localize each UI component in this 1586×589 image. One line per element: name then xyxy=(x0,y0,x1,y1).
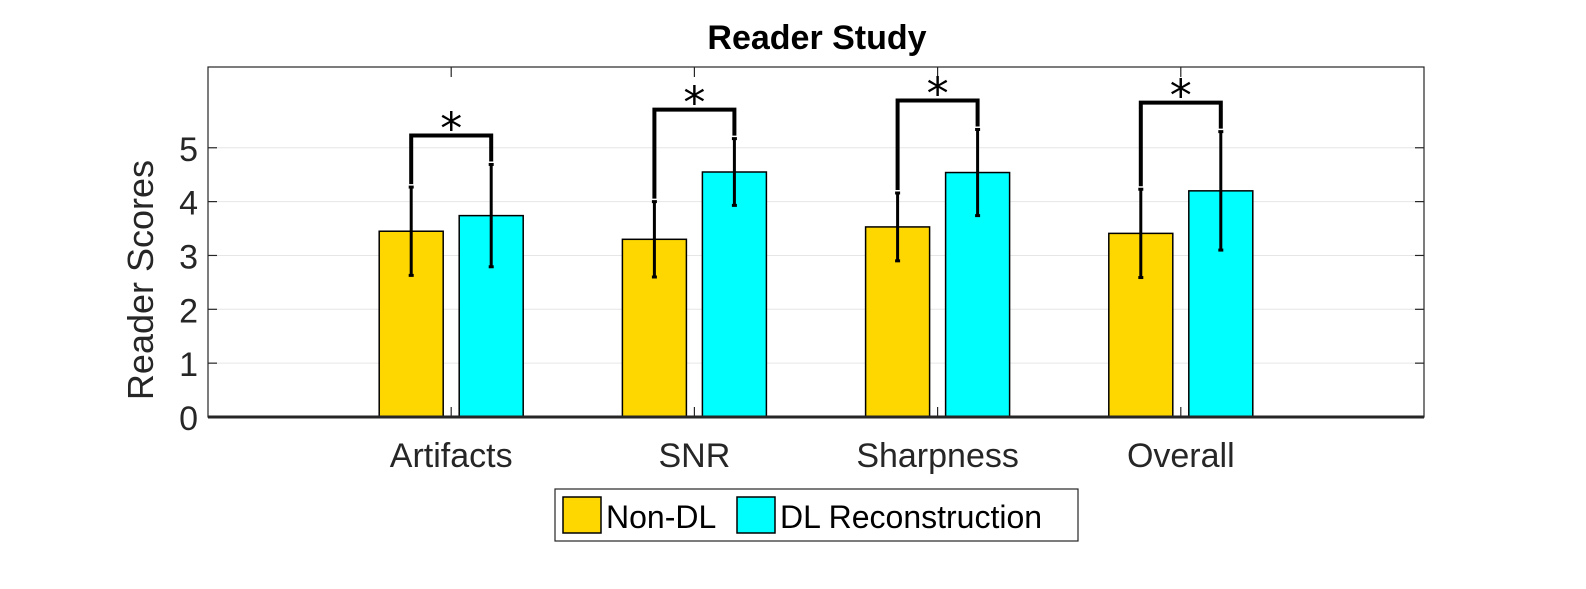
x-tick-label: Artifacts xyxy=(390,437,513,475)
bar xyxy=(701,171,768,418)
y-tick-label: 5 xyxy=(179,131,198,169)
significance-bracket xyxy=(895,98,980,190)
y-tick-label: 2 xyxy=(179,292,198,330)
legend-label: Non-DL xyxy=(606,499,716,535)
legend-swatch xyxy=(562,496,602,534)
significance-star: * xyxy=(1170,71,1192,122)
bars xyxy=(378,127,1254,418)
y-axis-label: Reader Scores xyxy=(120,160,161,400)
y-tick-label: 0 xyxy=(179,400,198,438)
significance-brackets: * * * * xyxy=(409,68,1223,199)
significance-star: * xyxy=(927,68,949,119)
legend-label: DL Reconstruction xyxy=(780,499,1042,535)
bar xyxy=(944,171,1011,418)
axes: 0 1 2 3 4 5 Artifacts SNR Sharpness Overall xyxy=(179,66,1425,475)
y-tick-label: 1 xyxy=(179,346,198,384)
significance-bracket xyxy=(1138,100,1223,187)
x-tick-label: Sharpness xyxy=(856,437,1019,475)
x-tick-label: SNR xyxy=(659,437,731,475)
significance-bracket xyxy=(652,107,737,199)
legend-swatch xyxy=(736,496,776,534)
legend-box xyxy=(554,488,1079,542)
significance-star: * xyxy=(440,103,462,154)
x-tick-label: Overall xyxy=(1127,437,1235,475)
legend: Non-DL DL Reconstruction xyxy=(554,488,1079,542)
significance-bracket xyxy=(409,133,494,185)
chart-title: Reader Study xyxy=(707,19,926,57)
y-tick-label: 3 xyxy=(179,238,198,276)
significance-star: * xyxy=(683,78,705,129)
y-tick-label: 4 xyxy=(179,185,198,223)
